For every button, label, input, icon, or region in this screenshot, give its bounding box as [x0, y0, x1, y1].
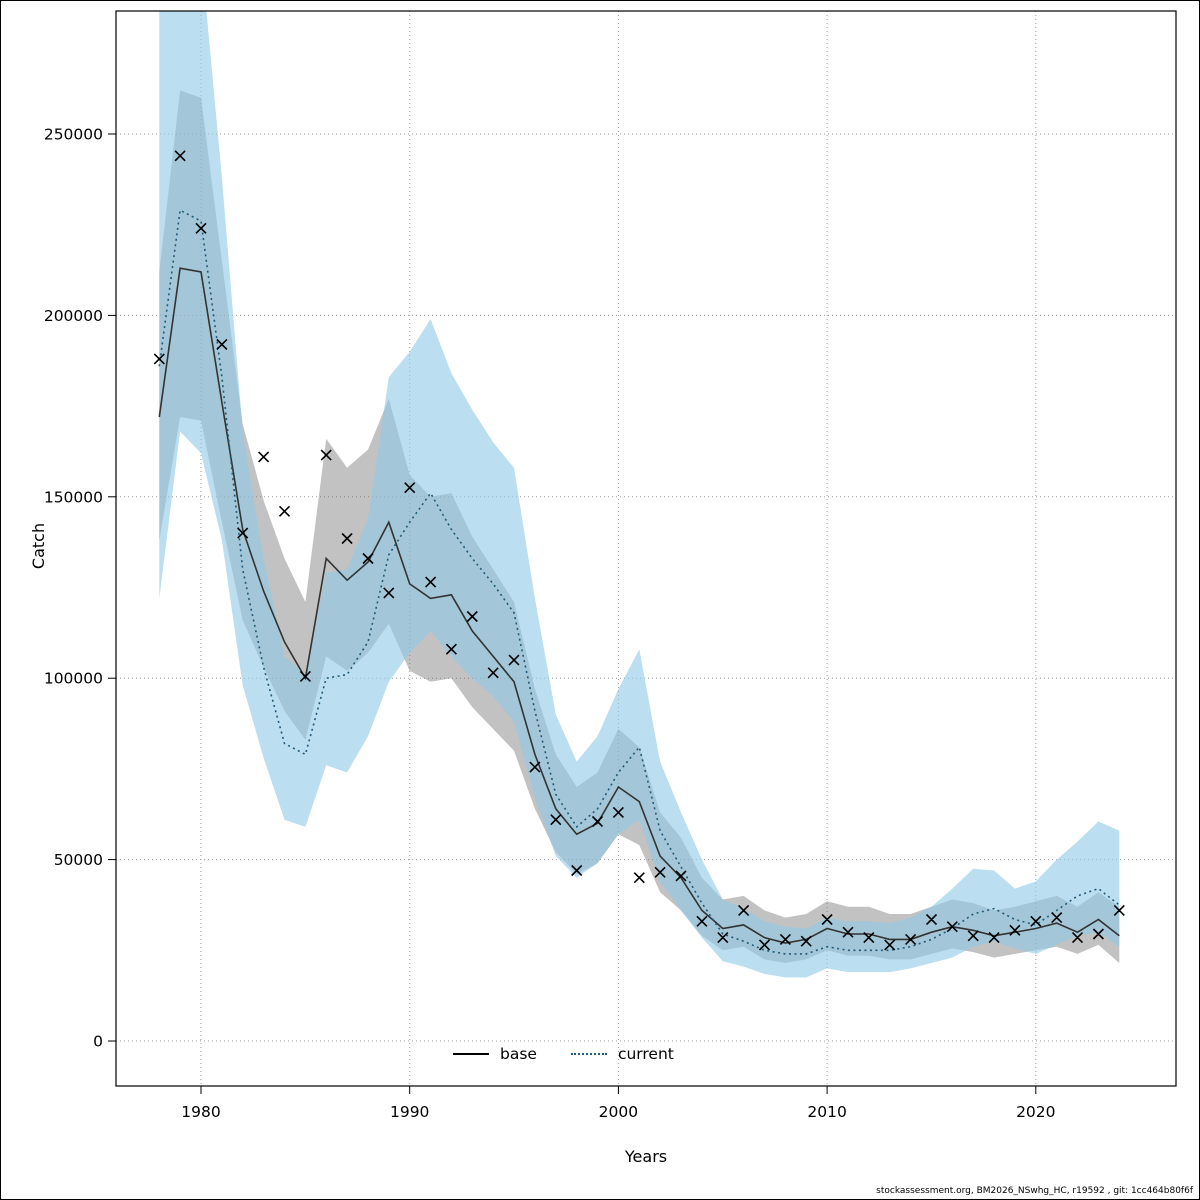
- svg-text:250000: 250000: [44, 126, 103, 144]
- footer-provenance-text: stockassessment.org, BM2026_NSwhg_HC, r1…: [876, 1186, 1193, 1196]
- legend-item-base: base: [453, 1045, 537, 1063]
- line-current: [158, 208, 1120, 955]
- legend-label-base: base: [500, 1045, 537, 1063]
- band-base: [159, 90, 1120, 963]
- current-line-sample: [570, 1053, 607, 1055]
- svg-text:150000: 150000: [44, 488, 103, 506]
- svg-text:200000: 200000: [44, 307, 103, 325]
- svg-text:1980: 1980: [181, 1103, 220, 1121]
- svg-text:1990: 1990: [390, 1103, 429, 1121]
- svg-text:100000: 100000: [44, 670, 103, 688]
- svg-text:0: 0: [93, 1033, 103, 1051]
- legend: base current: [453, 1045, 674, 1063]
- legend-item-current: current: [570, 1045, 674, 1063]
- svg-text:2020: 2020: [1016, 1103, 1055, 1121]
- base-line-sample: [453, 1053, 489, 1055]
- panel-border: [115, 10, 1177, 1087]
- observation-markers: [153, 150, 1125, 951]
- svg-text:2010: 2010: [807, 1103, 846, 1121]
- legend-label-current: current: [617, 1045, 674, 1063]
- y-axis-title: Catch: [29, 522, 48, 570]
- svg-text:2000: 2000: [599, 1103, 638, 1121]
- line-base: [158, 267, 1120, 944]
- svg-text:50000: 50000: [54, 851, 103, 869]
- x-axis-title: Years: [624, 1147, 668, 1166]
- band-current: [159, 11, 1120, 978]
- axis-ticks: 0 50000 100000 150000 200000 250000 1980 1990 20…: [44, 126, 1056, 1122]
